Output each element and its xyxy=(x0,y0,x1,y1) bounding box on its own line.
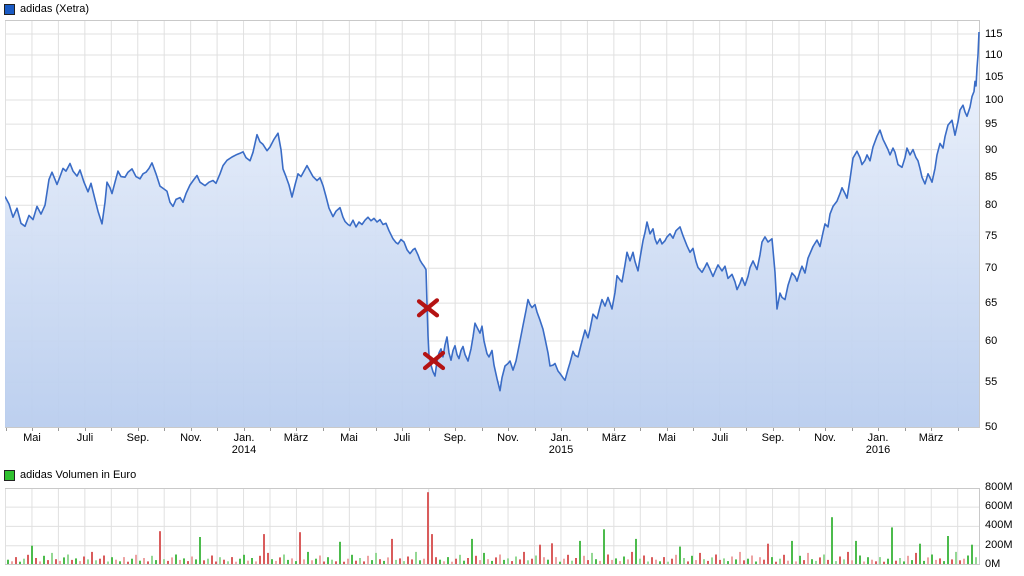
axis-tick-mark xyxy=(958,428,959,431)
axis-tick-mark xyxy=(32,428,33,431)
price-x-tick-label: Nov. xyxy=(814,432,836,444)
price-x-tick-label: Jan. xyxy=(867,432,889,444)
price-y-tick-label: 115 xyxy=(985,28,1003,40)
axis-tick-mark xyxy=(878,428,879,431)
price-x-tick-label: Jan. xyxy=(233,432,255,444)
axis-tick-mark xyxy=(429,428,430,431)
axis-tick-mark xyxy=(587,428,588,431)
volume-legend-swatch-icon xyxy=(4,469,15,481)
axis-tick-mark xyxy=(164,428,165,431)
volume-y-tick-label: 400M xyxy=(985,519,1013,531)
price-x-tick-label: Nov. xyxy=(180,432,202,444)
axis-tick-mark xyxy=(85,428,86,431)
volume-y-tick-label: 0M xyxy=(985,558,1001,570)
price-x-tick-label: Sep. xyxy=(761,432,785,444)
axis-tick-mark xyxy=(270,428,271,431)
volume-y-tick-label: 200M xyxy=(985,539,1013,551)
price-x-year-label: 2015 xyxy=(548,444,574,456)
price-x-tick-label: Juli xyxy=(711,432,729,444)
price-chart-plot xyxy=(5,20,980,428)
price-y-tick-label: 65 xyxy=(985,297,998,309)
price-chart-title: adidas (Xetra) xyxy=(20,2,90,15)
axis-tick-mark xyxy=(6,428,7,431)
axis-tick-mark xyxy=(58,428,59,431)
axis-tick-mark xyxy=(746,428,747,431)
axis-tick-mark xyxy=(773,428,774,431)
axis-tick-mark xyxy=(667,428,668,431)
axis-tick-mark xyxy=(931,428,932,431)
axis-tick-mark xyxy=(402,428,403,431)
price-x-year-label: 2014 xyxy=(231,444,257,456)
axis-tick-mark xyxy=(296,428,297,431)
price-legend-swatch-icon xyxy=(4,3,15,15)
axis-tick-mark xyxy=(244,428,245,431)
price-chart-header: adidas (Xetra) xyxy=(4,3,89,15)
price-x-tick-label: Jan. xyxy=(550,432,572,444)
price-y-tick-label: 55 xyxy=(985,376,998,388)
axis-tick-mark xyxy=(799,428,800,431)
axis-tick-mark xyxy=(693,428,694,431)
price-y-tick-label: 95 xyxy=(985,118,998,130)
price-x-tick-label: Sep. xyxy=(126,432,150,444)
axis-tick-mark xyxy=(217,428,218,431)
volume-chart-title: adidas Volumen in Euro xyxy=(20,468,137,481)
price-x-tick-label: Nov. xyxy=(497,432,519,444)
price-y-tick-label: 80 xyxy=(985,199,998,211)
price-y-tick-label: 70 xyxy=(985,262,998,274)
axis-tick-mark xyxy=(614,428,615,431)
axis-tick-mark xyxy=(825,428,826,431)
axis-tick-mark xyxy=(508,428,509,431)
axis-tick-mark xyxy=(349,428,350,431)
price-y-tick-label: 105 xyxy=(985,71,1004,83)
axis-tick-mark xyxy=(376,428,377,431)
price-y-tick-label: 60 xyxy=(985,335,998,347)
price-x-tick-label: Mai xyxy=(340,432,358,444)
price-x-tick-label: Mai xyxy=(658,432,676,444)
axis-tick-mark xyxy=(561,428,562,431)
price-y-tick-label: 90 xyxy=(985,144,998,156)
price-x-tick-label: März xyxy=(601,432,627,444)
axis-tick-mark xyxy=(191,428,192,431)
price-x-tick-label: Juli xyxy=(76,432,94,444)
axis-tick-mark xyxy=(323,428,324,431)
price-y-tick-label: 100 xyxy=(985,94,1004,106)
axis-tick-mark xyxy=(482,428,483,431)
axis-tick-mark xyxy=(111,428,112,431)
axis-tick-mark xyxy=(535,428,536,431)
price-x-tick-label: März xyxy=(918,432,944,444)
price-y-tick-label: 85 xyxy=(985,171,998,183)
axis-tick-mark xyxy=(455,428,456,431)
price-x-tick-label: Mai xyxy=(23,432,41,444)
axis-tick-mark xyxy=(138,428,139,431)
price-x-tick-label: Sep. xyxy=(443,432,467,444)
price-y-tick-label: 110 xyxy=(985,49,1003,61)
volume-y-tick-label: 800M xyxy=(985,481,1013,493)
axis-tick-mark xyxy=(640,428,641,431)
annotation-x-mark-1 xyxy=(416,298,440,318)
annotation-x-mark-2 xyxy=(422,350,446,371)
price-y-tick-label: 75 xyxy=(985,230,998,242)
price-x-year-label: 2016 xyxy=(865,444,891,456)
price-x-tick-label: März xyxy=(283,432,309,444)
axis-tick-mark xyxy=(852,428,853,431)
volume-chart-header: adidas Volumen in Euro xyxy=(4,469,136,481)
volume-chart-plot xyxy=(5,488,980,565)
volume-y-tick-label: 600M xyxy=(985,500,1013,512)
price-y-tick-label: 50 xyxy=(985,421,998,433)
axis-tick-mark xyxy=(905,428,906,431)
price-x-tick-label: Juli xyxy=(393,432,411,444)
axis-tick-mark xyxy=(720,428,721,431)
